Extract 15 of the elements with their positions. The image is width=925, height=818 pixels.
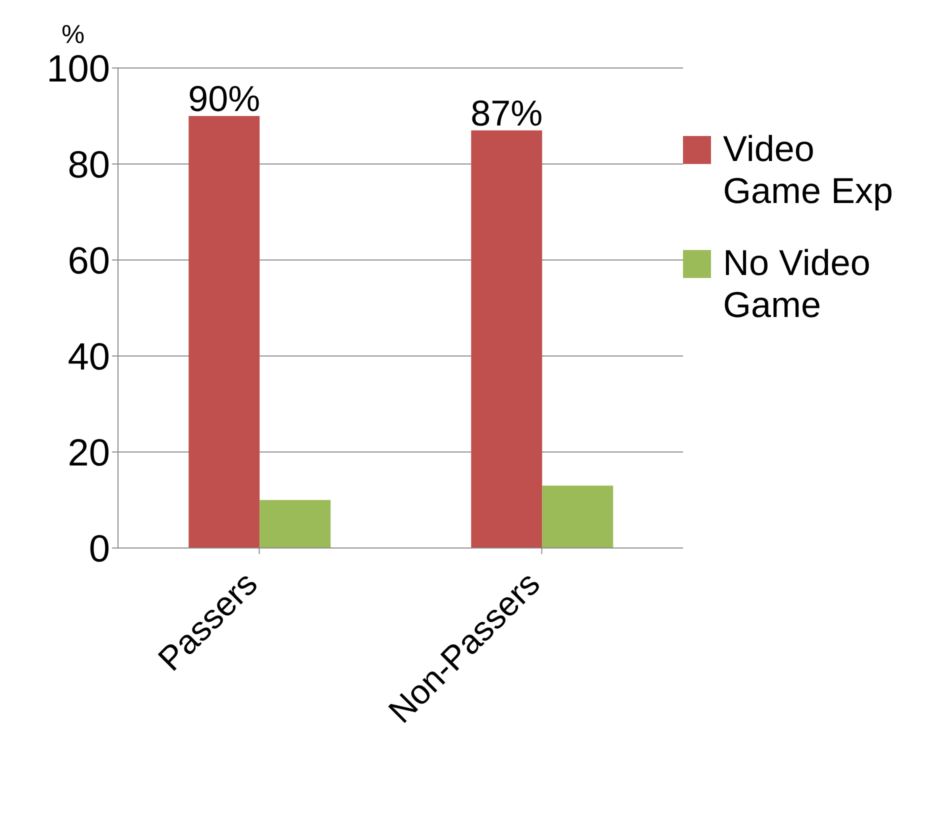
bar — [542, 486, 614, 548]
y-axis-title: % — [61, 19, 85, 49]
legend-label: No Video Game — [723, 242, 872, 326]
y-tick-label: 20 — [68, 432, 110, 474]
y-tick-label: 0 — [88, 528, 110, 570]
legend-label: Video Game Exp — [723, 128, 894, 212]
data-label: 90% — [188, 78, 260, 119]
bar — [188, 116, 260, 548]
data-label: 87% — [470, 92, 543, 134]
y-tick-label: 100 — [46, 48, 110, 90]
y-tick-label: 40 — [68, 336, 110, 378]
bar — [260, 500, 331, 548]
y-tick-label: 60 — [68, 240, 110, 282]
y-tick-label: 80 — [68, 144, 110, 186]
bar — [471, 130, 542, 548]
